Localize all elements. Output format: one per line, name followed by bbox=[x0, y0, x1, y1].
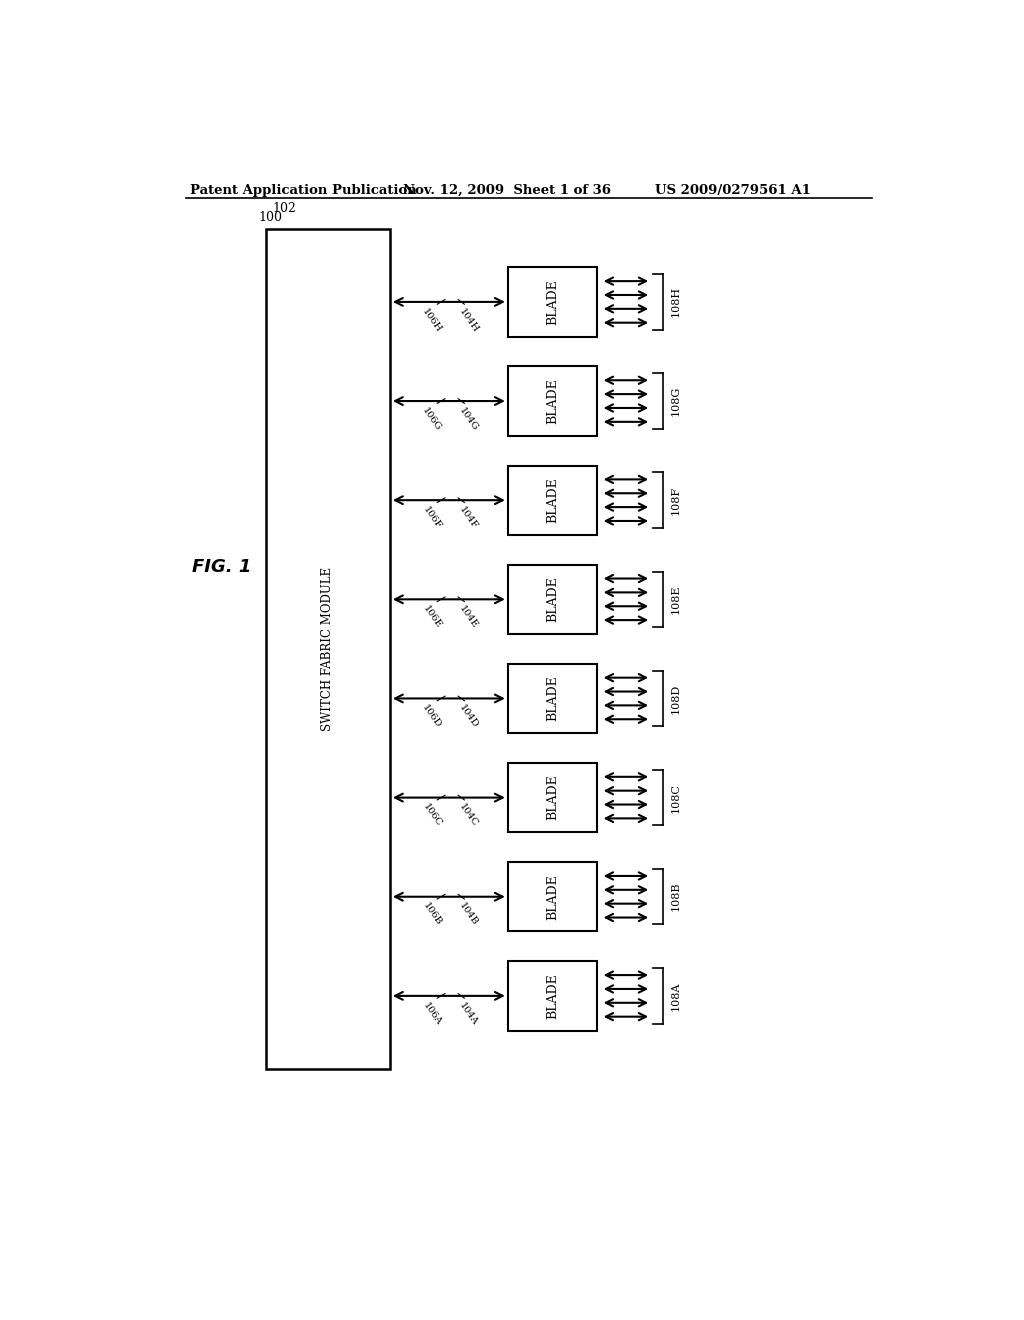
Text: 104D: 104D bbox=[457, 704, 479, 730]
Text: BLADE: BLADE bbox=[546, 874, 559, 920]
Text: 106E: 106E bbox=[421, 605, 442, 630]
Bar bbox=[508, 862, 597, 932]
Text: 104E: 104E bbox=[457, 605, 479, 630]
Text: 104F: 104F bbox=[458, 504, 479, 531]
Text: SWITCH FABRIC MODULE: SWITCH FABRIC MODULE bbox=[322, 566, 335, 731]
Text: Patent Application Publication: Patent Application Publication bbox=[190, 183, 417, 197]
Text: 100: 100 bbox=[258, 211, 283, 224]
Text: BLADE: BLADE bbox=[546, 279, 559, 325]
Text: Nov. 12, 2009  Sheet 1 of 36: Nov. 12, 2009 Sheet 1 of 36 bbox=[403, 183, 611, 197]
Text: 106H: 106H bbox=[420, 306, 443, 334]
Text: 104C: 104C bbox=[457, 803, 479, 829]
Text: BLADE: BLADE bbox=[546, 973, 559, 1019]
Bar bbox=[266, 230, 390, 1069]
Text: 108C: 108C bbox=[671, 783, 681, 813]
Text: 104A: 104A bbox=[457, 1001, 479, 1027]
Text: 106G: 106G bbox=[421, 405, 443, 433]
Text: 104B: 104B bbox=[457, 902, 479, 928]
Text: 106C: 106C bbox=[421, 803, 443, 829]
Text: BLADE: BLADE bbox=[546, 577, 559, 622]
Text: 106B: 106B bbox=[421, 902, 442, 928]
Text: BLADE: BLADE bbox=[546, 478, 559, 523]
Text: 108A: 108A bbox=[671, 981, 681, 1011]
Text: BLADE: BLADE bbox=[546, 378, 559, 424]
Text: 108G: 108G bbox=[671, 385, 681, 416]
Bar bbox=[508, 763, 597, 832]
Text: 104G: 104G bbox=[457, 405, 479, 433]
Bar bbox=[508, 367, 597, 436]
Text: BLADE: BLADE bbox=[546, 676, 559, 721]
Bar bbox=[508, 267, 597, 337]
Text: 108E: 108E bbox=[671, 585, 681, 614]
Text: 106F: 106F bbox=[421, 504, 442, 531]
Bar bbox=[508, 961, 597, 1031]
Text: US 2009/0279561 A1: US 2009/0279561 A1 bbox=[655, 183, 811, 197]
Bar bbox=[508, 466, 597, 535]
Bar bbox=[508, 565, 597, 634]
Text: 108F: 108F bbox=[671, 486, 681, 515]
Text: 108H: 108H bbox=[671, 286, 681, 318]
Text: 102: 102 bbox=[272, 202, 296, 215]
Text: 106A: 106A bbox=[421, 1001, 442, 1027]
Text: 108D: 108D bbox=[671, 684, 681, 714]
Text: FIG. 1: FIG. 1 bbox=[191, 557, 251, 576]
Text: 108B: 108B bbox=[671, 882, 681, 912]
Bar bbox=[508, 664, 597, 733]
Text: BLADE: BLADE bbox=[546, 775, 559, 821]
Text: 104H: 104H bbox=[457, 306, 479, 334]
Text: 106D: 106D bbox=[421, 704, 443, 730]
